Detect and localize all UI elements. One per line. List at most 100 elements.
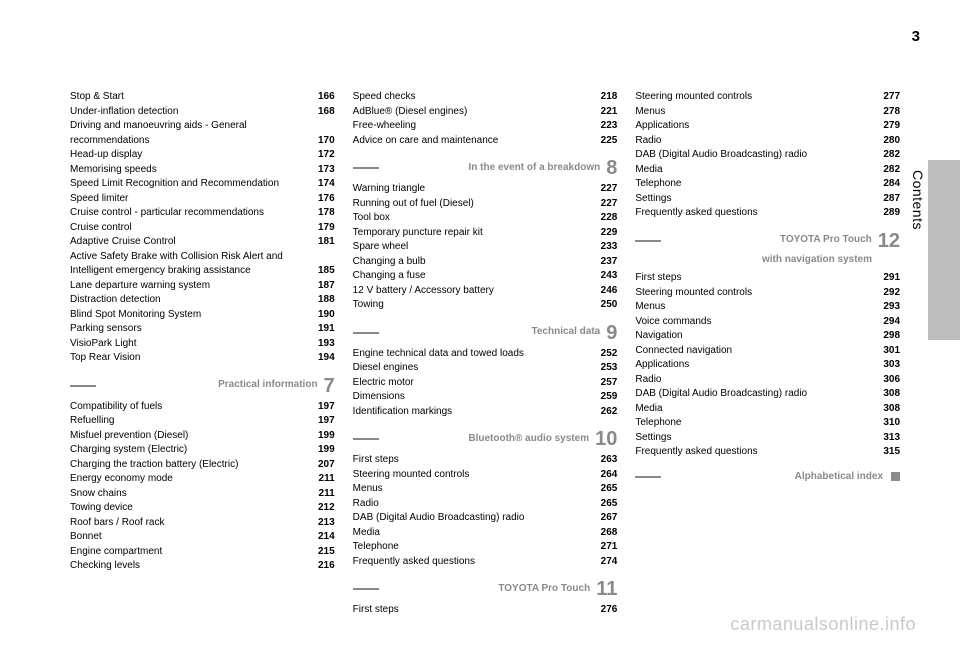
toc-page: 284 [883, 177, 900, 192]
toc-label: Engine compartment [70, 545, 318, 560]
toc-row: Dimensions259 [353, 390, 618, 405]
toc-page: 191 [318, 322, 335, 337]
toc-page: 265 [601, 497, 618, 512]
side-tab [928, 160, 960, 340]
toc-row: Warning triangle227 [353, 182, 618, 197]
toc-label: Compatibility of fuels [70, 400, 318, 415]
toc-page: 227 [601, 197, 618, 212]
toc-columns: Stop & Start166Under-inflation detection… [70, 90, 900, 619]
toc-row: Spare wheel233 [353, 240, 618, 255]
toc-label: Menus [353, 482, 601, 497]
toc-label: Active Safety Brake with Collision Risk … [70, 250, 318, 279]
toc-row: Advice on care and maintenance225 [353, 134, 618, 149]
toc-page: 166 [318, 90, 335, 105]
toc-page: 211 [319, 487, 335, 502]
toc-row: Menus293 [635, 300, 900, 315]
toc-row: Applications279 [635, 119, 900, 134]
toc-column-2: Speed checks218AdBlue® (Diesel engines)2… [353, 90, 618, 619]
toc-page: 199 [318, 443, 335, 458]
toc-row: Bonnet214 [70, 530, 335, 545]
toc-label: Radio [635, 373, 883, 388]
toc-page: 215 [318, 545, 335, 560]
toc-row: Speed limiter176 [70, 192, 335, 207]
toc-label: Applications [635, 358, 883, 373]
section-header: In the event of a breakdown8 [353, 158, 618, 178]
toc-row: VisioPark Light193 [70, 337, 335, 352]
toc-row: Voice commands294 [635, 315, 900, 330]
toc-page: 291 [883, 271, 900, 286]
toc-row: Applications303 [635, 358, 900, 373]
toc-label: Engine technical data and towed loads [353, 347, 601, 362]
toc-page: 274 [601, 555, 618, 570]
toc-label: DAB (Digital Audio Broadcasting) radio [635, 148, 883, 163]
toc-row: Connected navigation301 [635, 344, 900, 359]
toc-row: First steps291 [635, 271, 900, 286]
toc-page: 259 [601, 390, 618, 405]
section-title: Practical information [104, 378, 324, 393]
toc-page: 179 [318, 221, 335, 236]
toc-label: Distraction detection [70, 293, 318, 308]
toc-label: Speed Limit Recognition and Recommendati… [70, 177, 318, 192]
section-rule [353, 438, 379, 440]
toc-page: 265 [601, 482, 618, 497]
toc-row: Frequently asked questions315 [635, 445, 900, 460]
toc-page: 233 [601, 240, 618, 255]
toc-row: 12 V battery / Accessory battery246 [353, 284, 618, 299]
section-title: Alphabetical index [669, 470, 889, 485]
toc-page: 278 [883, 105, 900, 120]
toc-row: Energy economy mode211 [70, 472, 335, 487]
toc-page: 228 [601, 211, 618, 226]
toc-label: Adaptive Cruise Control [70, 235, 318, 250]
toc-label: Temporary puncture repair kit [353, 226, 601, 241]
toc-row: AdBlue® (Diesel engines)221 [353, 105, 618, 120]
toc-row: Telephone310 [635, 416, 900, 431]
section-number: 9 [606, 323, 617, 343]
toc-row: Roof bars / Roof rack213 [70, 516, 335, 531]
toc-row: Menus265 [353, 482, 618, 497]
page: 3 Contents Stop & Start166Under-inflatio… [0, 0, 960, 649]
toc-page: 214 [318, 530, 335, 545]
toc-page: 193 [318, 337, 335, 352]
toc-page: 301 [883, 344, 900, 359]
toc-page: 213 [318, 516, 335, 531]
toc-row: Towing250 [353, 298, 618, 313]
toc-page: 252 [601, 347, 618, 362]
toc-page: 216 [318, 559, 335, 574]
toc-page: 173 [318, 163, 335, 178]
toc-label: Steering mounted controls [353, 468, 601, 483]
toc-row: Misfuel prevention (Diesel)199 [70, 429, 335, 444]
toc-label: Telephone [635, 177, 883, 192]
toc-page: 221 [601, 105, 618, 120]
toc-row: First steps263 [353, 453, 618, 468]
toc-label: Blind Spot Monitoring System [70, 308, 318, 323]
toc-page: 212 [318, 501, 335, 516]
toc-row: Steering mounted controls264 [353, 468, 618, 483]
toc-label: Refuelling [70, 414, 318, 429]
toc-column-1: Stop & Start166Under-inflation detection… [70, 90, 335, 619]
toc-label: Cruise control [70, 221, 318, 236]
toc-label: Stop & Start [70, 90, 318, 105]
toc-page: 293 [883, 300, 900, 315]
section-header: Practical information7 [70, 376, 335, 396]
toc-label: Radio [353, 497, 601, 512]
toc-row: Radio306 [635, 373, 900, 388]
toc-label: Voice commands [635, 315, 883, 330]
toc-page: 227 [601, 182, 618, 197]
toc-label: Advice on care and maintenance [353, 134, 601, 149]
toc-page: 187 [318, 279, 335, 294]
toc-page: 237 [601, 255, 618, 270]
toc-row: Refuelling197 [70, 414, 335, 429]
section-rule [353, 167, 379, 169]
toc-page: 303 [883, 358, 900, 373]
section-title: In the event of a breakdown [387, 161, 607, 176]
toc-row: Media268 [353, 526, 618, 541]
toc-label: Settings [635, 431, 883, 446]
toc-label: Media [635, 402, 883, 417]
toc-row: Speed Limit Recognition and Recommendati… [70, 177, 335, 192]
toc-label: VisioPark Light [70, 337, 318, 352]
section-header: Bluetooth® audio system10 [353, 429, 618, 449]
toc-label: Applications [635, 119, 883, 134]
toc-row: Snow chains211 [70, 487, 335, 502]
section-rule [635, 476, 661, 478]
toc-label: Identification markings [353, 405, 601, 420]
